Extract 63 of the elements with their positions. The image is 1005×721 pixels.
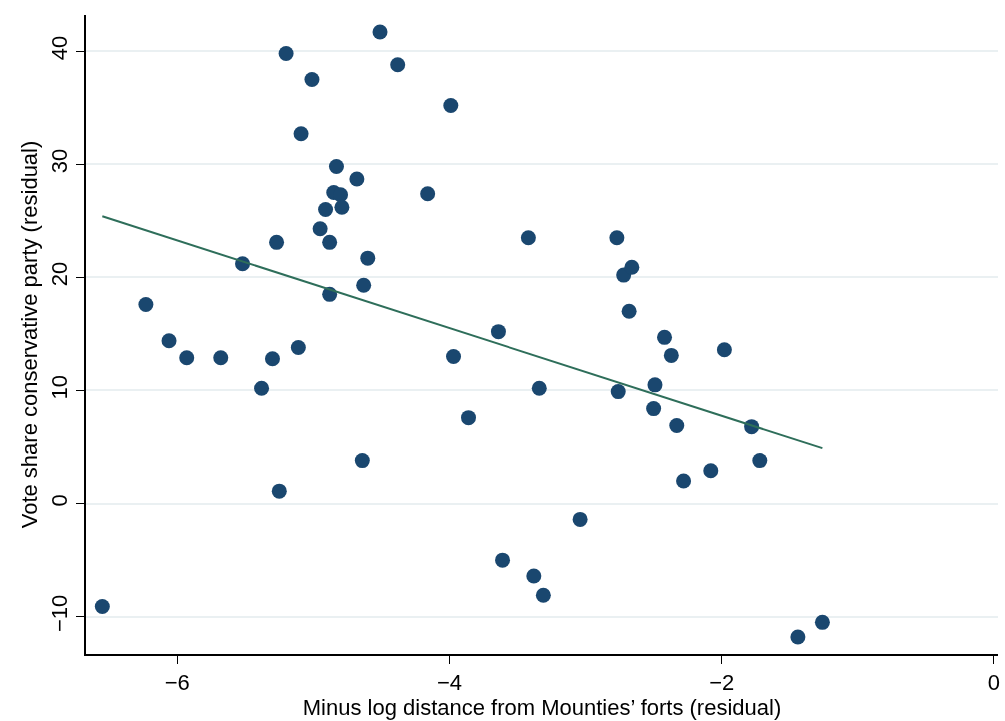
point	[372, 24, 388, 40]
point	[535, 587, 551, 603]
point	[647, 377, 663, 393]
point	[354, 453, 370, 469]
y-tick-label: −10	[47, 594, 73, 633]
point	[716, 342, 732, 358]
point	[646, 401, 662, 417]
point	[676, 473, 692, 489]
x-tick-label: −6	[164, 670, 190, 696]
point	[293, 126, 309, 142]
point	[703, 463, 719, 479]
point	[290, 340, 306, 355]
point	[271, 483, 287, 499]
point	[179, 350, 195, 366]
point	[304, 71, 320, 87]
x-tick-label: 0	[987, 670, 1001, 696]
point	[390, 57, 406, 73]
point	[161, 333, 177, 349]
point	[264, 351, 280, 367]
point	[254, 380, 270, 396]
point	[333, 187, 349, 203]
point	[624, 259, 640, 275]
point	[526, 568, 542, 584]
x-axis-title: Minus log distance from Mounties’ forts (residual)	[302, 695, 782, 721]
point	[420, 186, 436, 202]
x-tick-label: −4	[436, 670, 462, 696]
point	[621, 303, 637, 319]
point	[446, 349, 462, 365]
point	[609, 230, 625, 246]
point	[610, 384, 626, 400]
point	[356, 277, 372, 293]
point	[318, 202, 334, 218]
y-tick-label: 20	[47, 261, 73, 287]
point	[669, 418, 685, 434]
point	[349, 171, 365, 187]
point	[495, 552, 511, 568]
point	[360, 250, 376, 266]
point	[328, 159, 344, 175]
y-tick-label: 10	[47, 374, 73, 400]
point	[213, 350, 229, 366]
point	[790, 629, 806, 645]
point	[531, 380, 547, 396]
x-tick-label: −2	[709, 670, 735, 696]
point	[572, 511, 588, 527]
point	[443, 97, 459, 113]
point	[322, 234, 338, 250]
point	[752, 453, 768, 469]
point	[657, 329, 673, 345]
y-tick-label: 0	[47, 494, 73, 507]
point	[269, 234, 285, 250]
point	[278, 45, 294, 61]
y-tick-label: 40	[47, 35, 73, 61]
point	[461, 410, 476, 426]
y-axis-title: Vote share conservative party (residual)	[16, 140, 42, 529]
point	[814, 614, 830, 630]
point	[334, 199, 350, 215]
point	[138, 297, 154, 313]
point	[490, 324, 506, 340]
point	[312, 221, 328, 237]
y-tick-label: 30	[47, 148, 73, 174]
point	[663, 347, 679, 363]
point	[94, 599, 110, 614]
point	[520, 230, 536, 246]
